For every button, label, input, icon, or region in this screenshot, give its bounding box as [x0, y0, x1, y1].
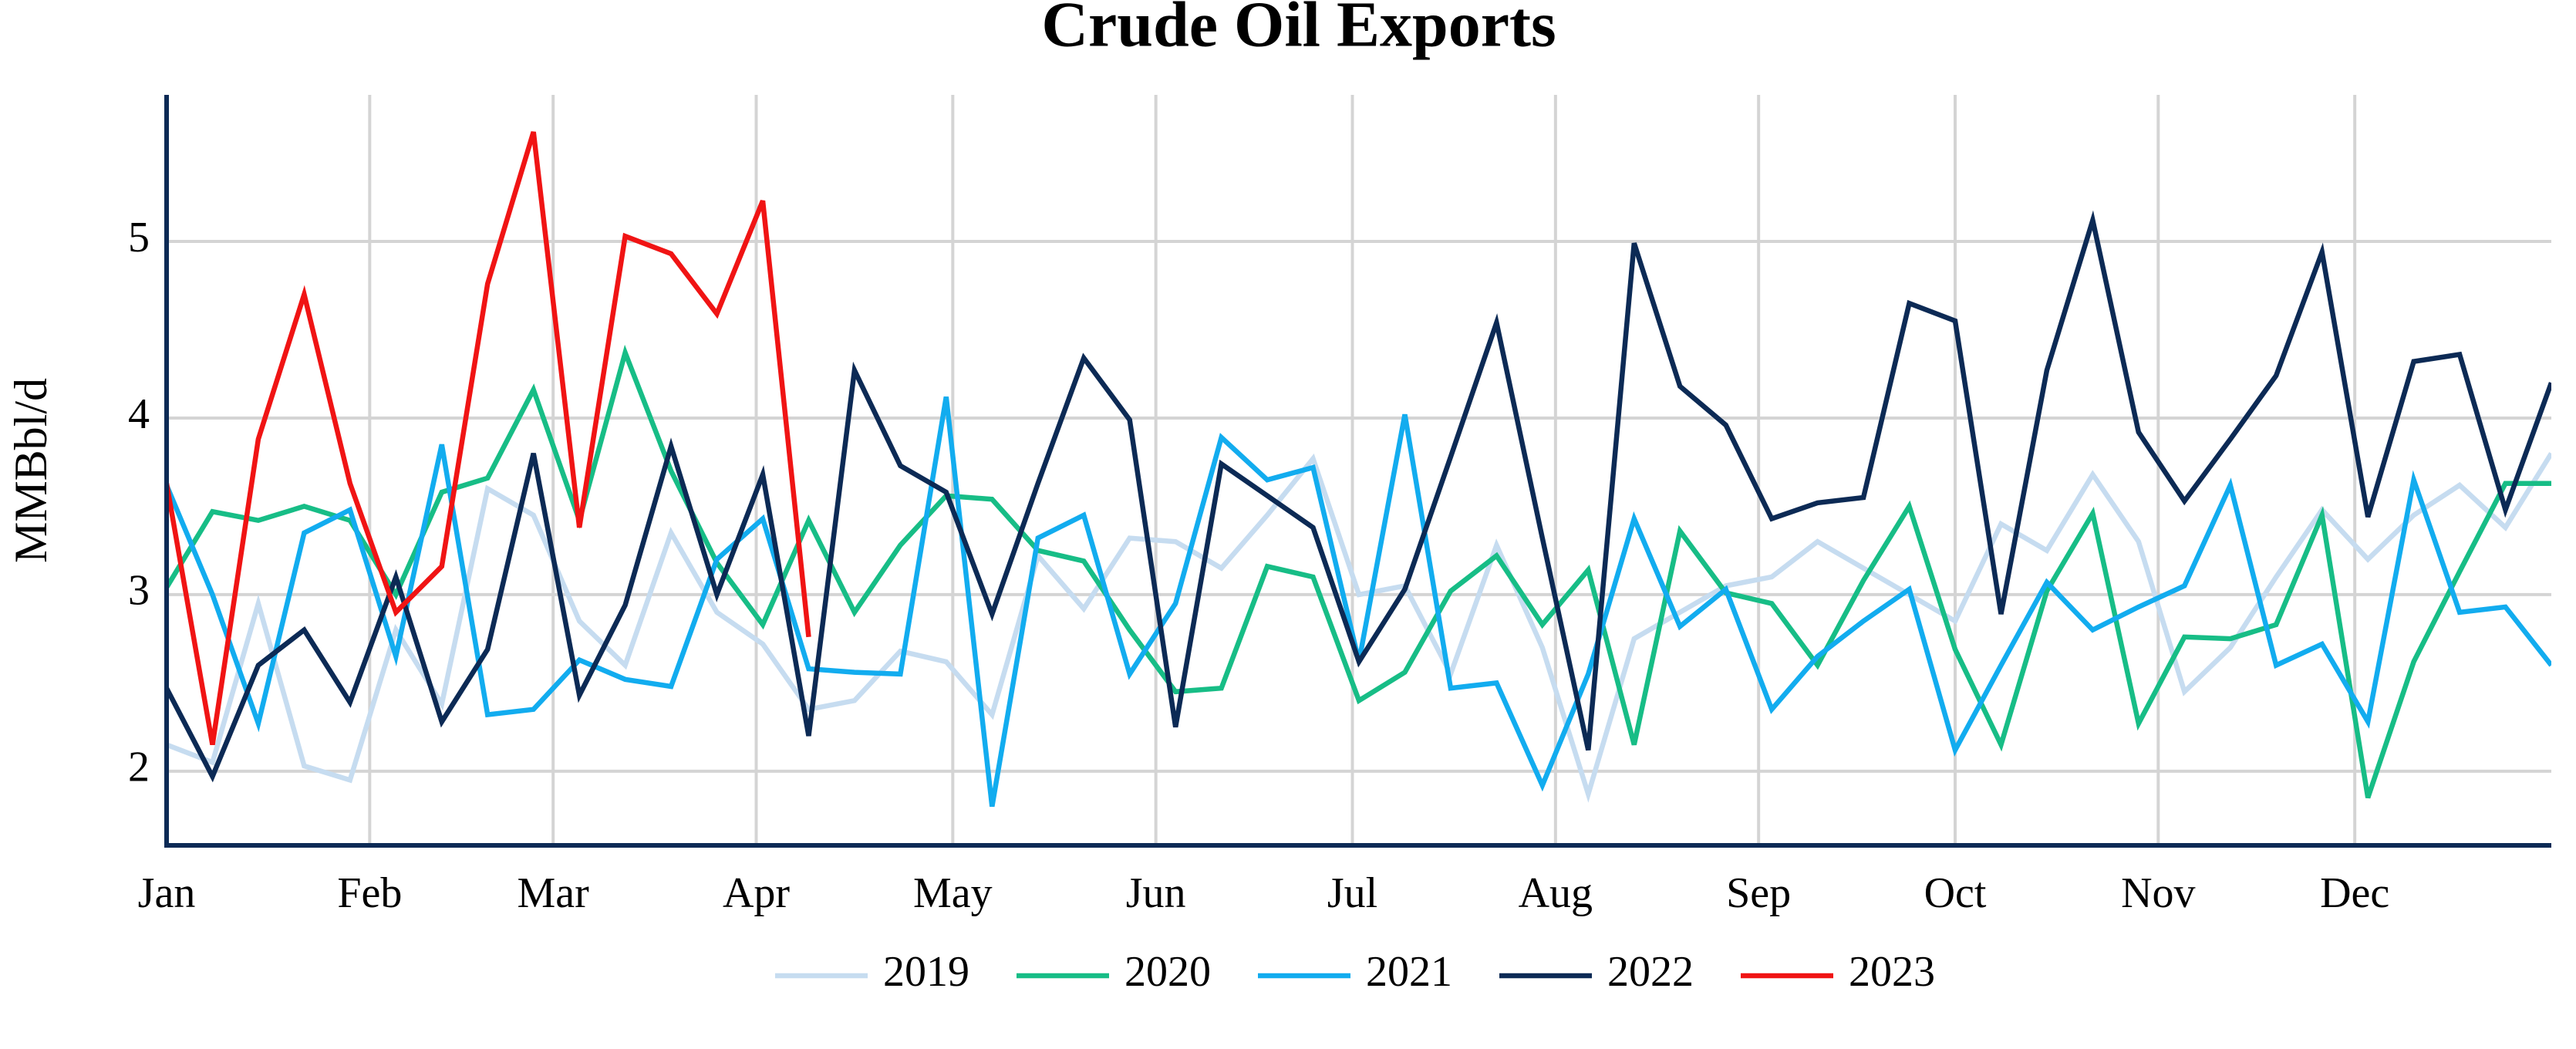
legend-label: 2023: [1849, 948, 1935, 996]
x-tick-label: Jun: [1126, 869, 1186, 917]
x-tick-label: Feb: [337, 869, 402, 917]
x-tick-label: Aug: [1519, 869, 1593, 917]
y-tick-label: 5: [128, 214, 150, 261]
legend: 2019 2020 2021 2022 2023: [775, 948, 1935, 996]
legend-label: 2022: [1607, 948, 1694, 996]
chart-title: Crude Oil Exports: [1041, 0, 1556, 60]
x-tick-label: Jul: [1327, 869, 1377, 917]
x-tick-label: Apr: [723, 869, 790, 917]
y-tick-label: 3: [128, 567, 150, 615]
x-tick-label: Dec: [2320, 869, 2389, 917]
x-tick-label: Sep: [1726, 869, 1791, 917]
plot-area: [167, 131, 2551, 808]
x-tick-label: Nov: [2121, 869, 2195, 917]
y-tick-label: 2: [128, 744, 150, 791]
y-axis-label: MMBbl/d: [5, 378, 56, 563]
series-line: [167, 344, 2551, 799]
y-tick-label: 4: [128, 390, 150, 438]
series-line: [167, 131, 811, 746]
series-line: [167, 396, 2551, 808]
x-tick-label: Jan: [138, 869, 196, 917]
x-tick-label: Mar: [518, 869, 590, 917]
legend-label: 2021: [1366, 948, 1452, 996]
series-line: [167, 210, 2551, 783]
series-line: [167, 452, 2551, 803]
axes: 2 3 4 5 Jan Feb Mar Apr May Jun Jul Aug Sep Oct Nov Dec: [128, 95, 2551, 917]
grid: [165, 95, 2551, 845]
x-tick-label: Oct: [1924, 869, 1987, 917]
legend-label: 2019: [883, 948, 969, 996]
legend-label: 2020: [1124, 948, 1211, 996]
x-tick-label: May: [913, 869, 993, 917]
